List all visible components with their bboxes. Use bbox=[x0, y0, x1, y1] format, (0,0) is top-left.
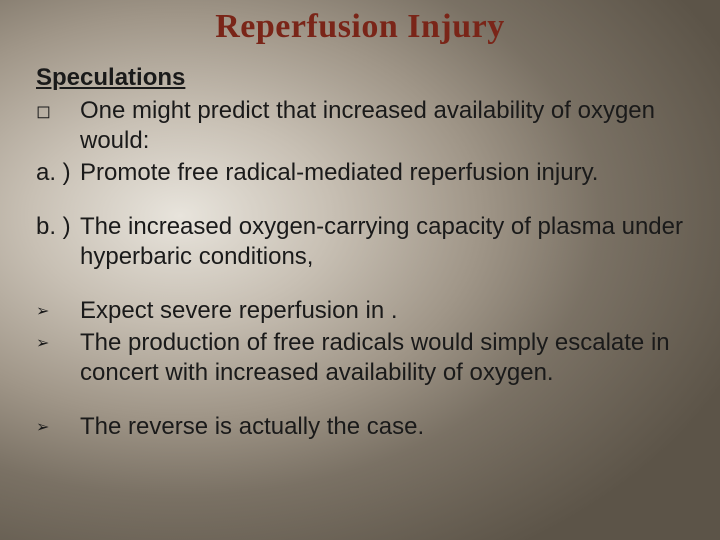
square-bullet-icon: ◻ bbox=[36, 96, 80, 123]
arrow-item-1: ➢ Expect severe reperfusion in . bbox=[36, 296, 684, 326]
item-b: b. ) The increased oxygen-carrying capac… bbox=[36, 212, 684, 272]
item-a: a. ) Promote free radical-mediated reper… bbox=[36, 158, 684, 188]
arrow-item-3: ➢ The reverse is actually the case. bbox=[36, 412, 684, 442]
arrow-bullet-icon: ➢ bbox=[36, 328, 80, 354]
slide-container: Reperfusion Injury Speculations ◻ One mi… bbox=[0, 0, 720, 540]
arrow-bullet-icon: ➢ bbox=[36, 296, 80, 322]
arrow-2-text: The production of free radicals would si… bbox=[80, 328, 684, 388]
arrow-1-text: Expect severe reperfusion in . bbox=[80, 296, 684, 326]
arrow-bullet-icon: ➢ bbox=[36, 412, 80, 438]
item-a-text: Promote free radical-mediated reperfusio… bbox=[80, 158, 684, 188]
item-a-label: a. ) bbox=[36, 158, 80, 188]
slide-title: Reperfusion Injury bbox=[36, 8, 684, 46]
bullet-item-predict: ◻ One might predict that increased avail… bbox=[36, 96, 684, 156]
item-b-text: The increased oxygen-carrying capacity o… bbox=[80, 212, 684, 272]
arrow-item-2: ➢ The production of free radicals would … bbox=[36, 328, 684, 388]
item-b-label: b. ) bbox=[36, 212, 80, 242]
predict-text: One might predict that increased availab… bbox=[80, 96, 684, 156]
subheading-speculations: Speculations bbox=[36, 64, 684, 92]
arrow-3-text: The reverse is actually the case. bbox=[80, 412, 684, 442]
